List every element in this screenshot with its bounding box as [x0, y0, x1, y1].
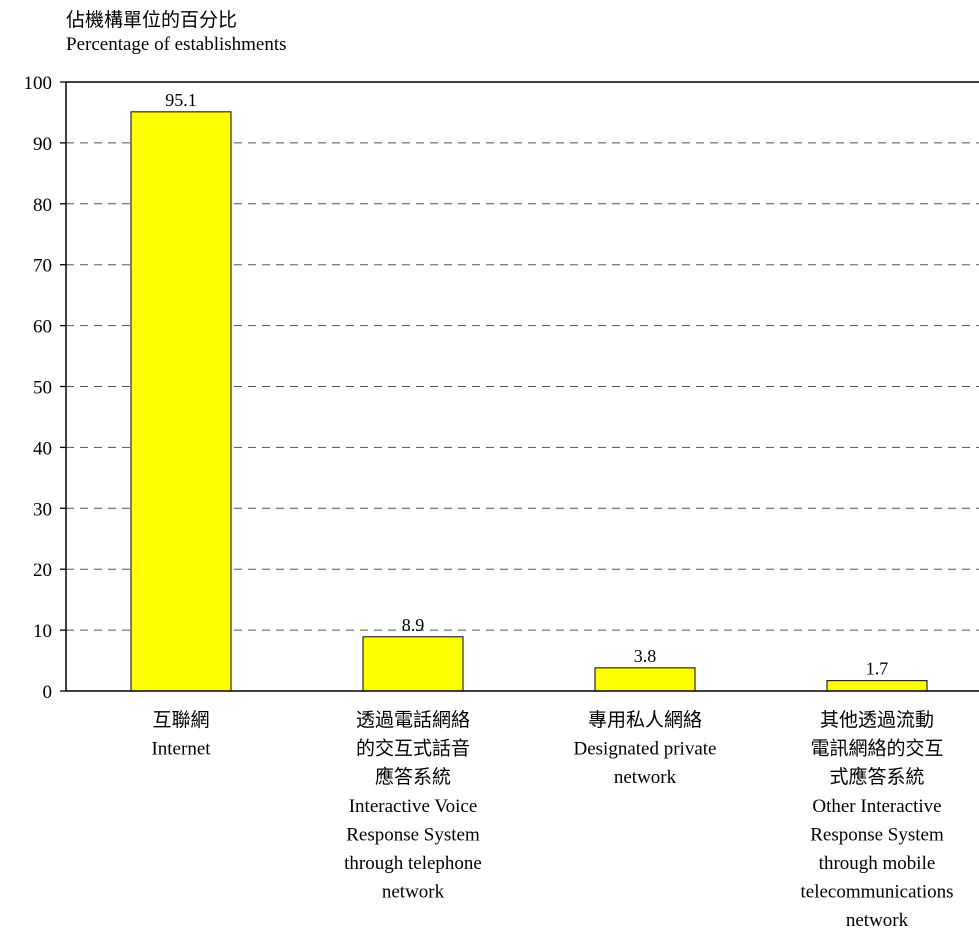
y-tick-label: 20 — [33, 560, 52, 581]
y-axis-title: 佔機構單位的百分比 Percentage of establishments — [66, 9, 287, 55]
y-tick-label: 90 — [33, 134, 52, 155]
bar-value-label: 95.1 — [165, 90, 197, 110]
y-tick-label: 50 — [33, 378, 52, 399]
category-label-line: network — [846, 910, 909, 930]
category-label-line: Response System — [346, 824, 480, 845]
gridlines — [66, 142, 979, 631]
category-label-line: Interactive Voice — [349, 796, 478, 817]
y-axis-ticks: 0 10 20 30 40 50 60 70 80 90 100 — [24, 73, 66, 703]
category-label-line: 式應答系統 — [829, 765, 924, 788]
bar-value-label: 8.9 — [402, 615, 425, 635]
value-labels: 95.1 8.9 3.8 1.7 — [165, 90, 888, 679]
bar — [130, 111, 232, 692]
y-tick-label: 10 — [33, 621, 52, 642]
category-label-line: network — [614, 767, 677, 788]
axes — [65, 81, 979, 692]
category-label-line: Response System — [810, 824, 944, 845]
y-tick-label: 100 — [24, 73, 53, 94]
category-label-line: Internet — [151, 739, 211, 760]
y-tick-label: 60 — [33, 317, 52, 338]
category-label-line: 的交互式話音 — [356, 738, 470, 760]
category-label-line: 應答系統 — [375, 765, 451, 788]
bars — [130, 111, 928, 692]
category-label-line: Other Interactive — [812, 796, 941, 817]
category-label-line: 其他透過流動 — [820, 709, 934, 731]
y-axis-title-line: 佔機構單位的百分比 — [66, 9, 237, 31]
y-tick-label: 0 — [43, 682, 53, 703]
category-label-line: 電訊網絡的交互 — [810, 738, 943, 760]
category-label-line: Designated private — [574, 739, 717, 760]
category-label-line: 專用私人網絡 — [588, 709, 702, 731]
bar-value-label: 3.8 — [634, 646, 657, 666]
y-tick-label: 40 — [33, 438, 52, 459]
category-label-line: network — [382, 882, 445, 903]
category-label-line: 透過電話網絡 — [356, 709, 470, 731]
bar — [594, 667, 696, 692]
y-tick-label: 30 — [33, 499, 52, 520]
category-label-line: 互聯網 — [152, 709, 209, 731]
y-axis-title-line: Percentage of establishments — [66, 34, 287, 55]
y-tick-label: 80 — [33, 195, 52, 216]
bar-value-label: 1.7 — [866, 659, 889, 679]
category-label-line: through telephone — [344, 853, 482, 874]
bar — [826, 680, 928, 692]
y-tick-label: 70 — [33, 256, 52, 277]
bar — [362, 636, 464, 692]
category-label-line: telecommunications — [800, 882, 953, 903]
category-label-line: through mobile — [819, 853, 936, 874]
